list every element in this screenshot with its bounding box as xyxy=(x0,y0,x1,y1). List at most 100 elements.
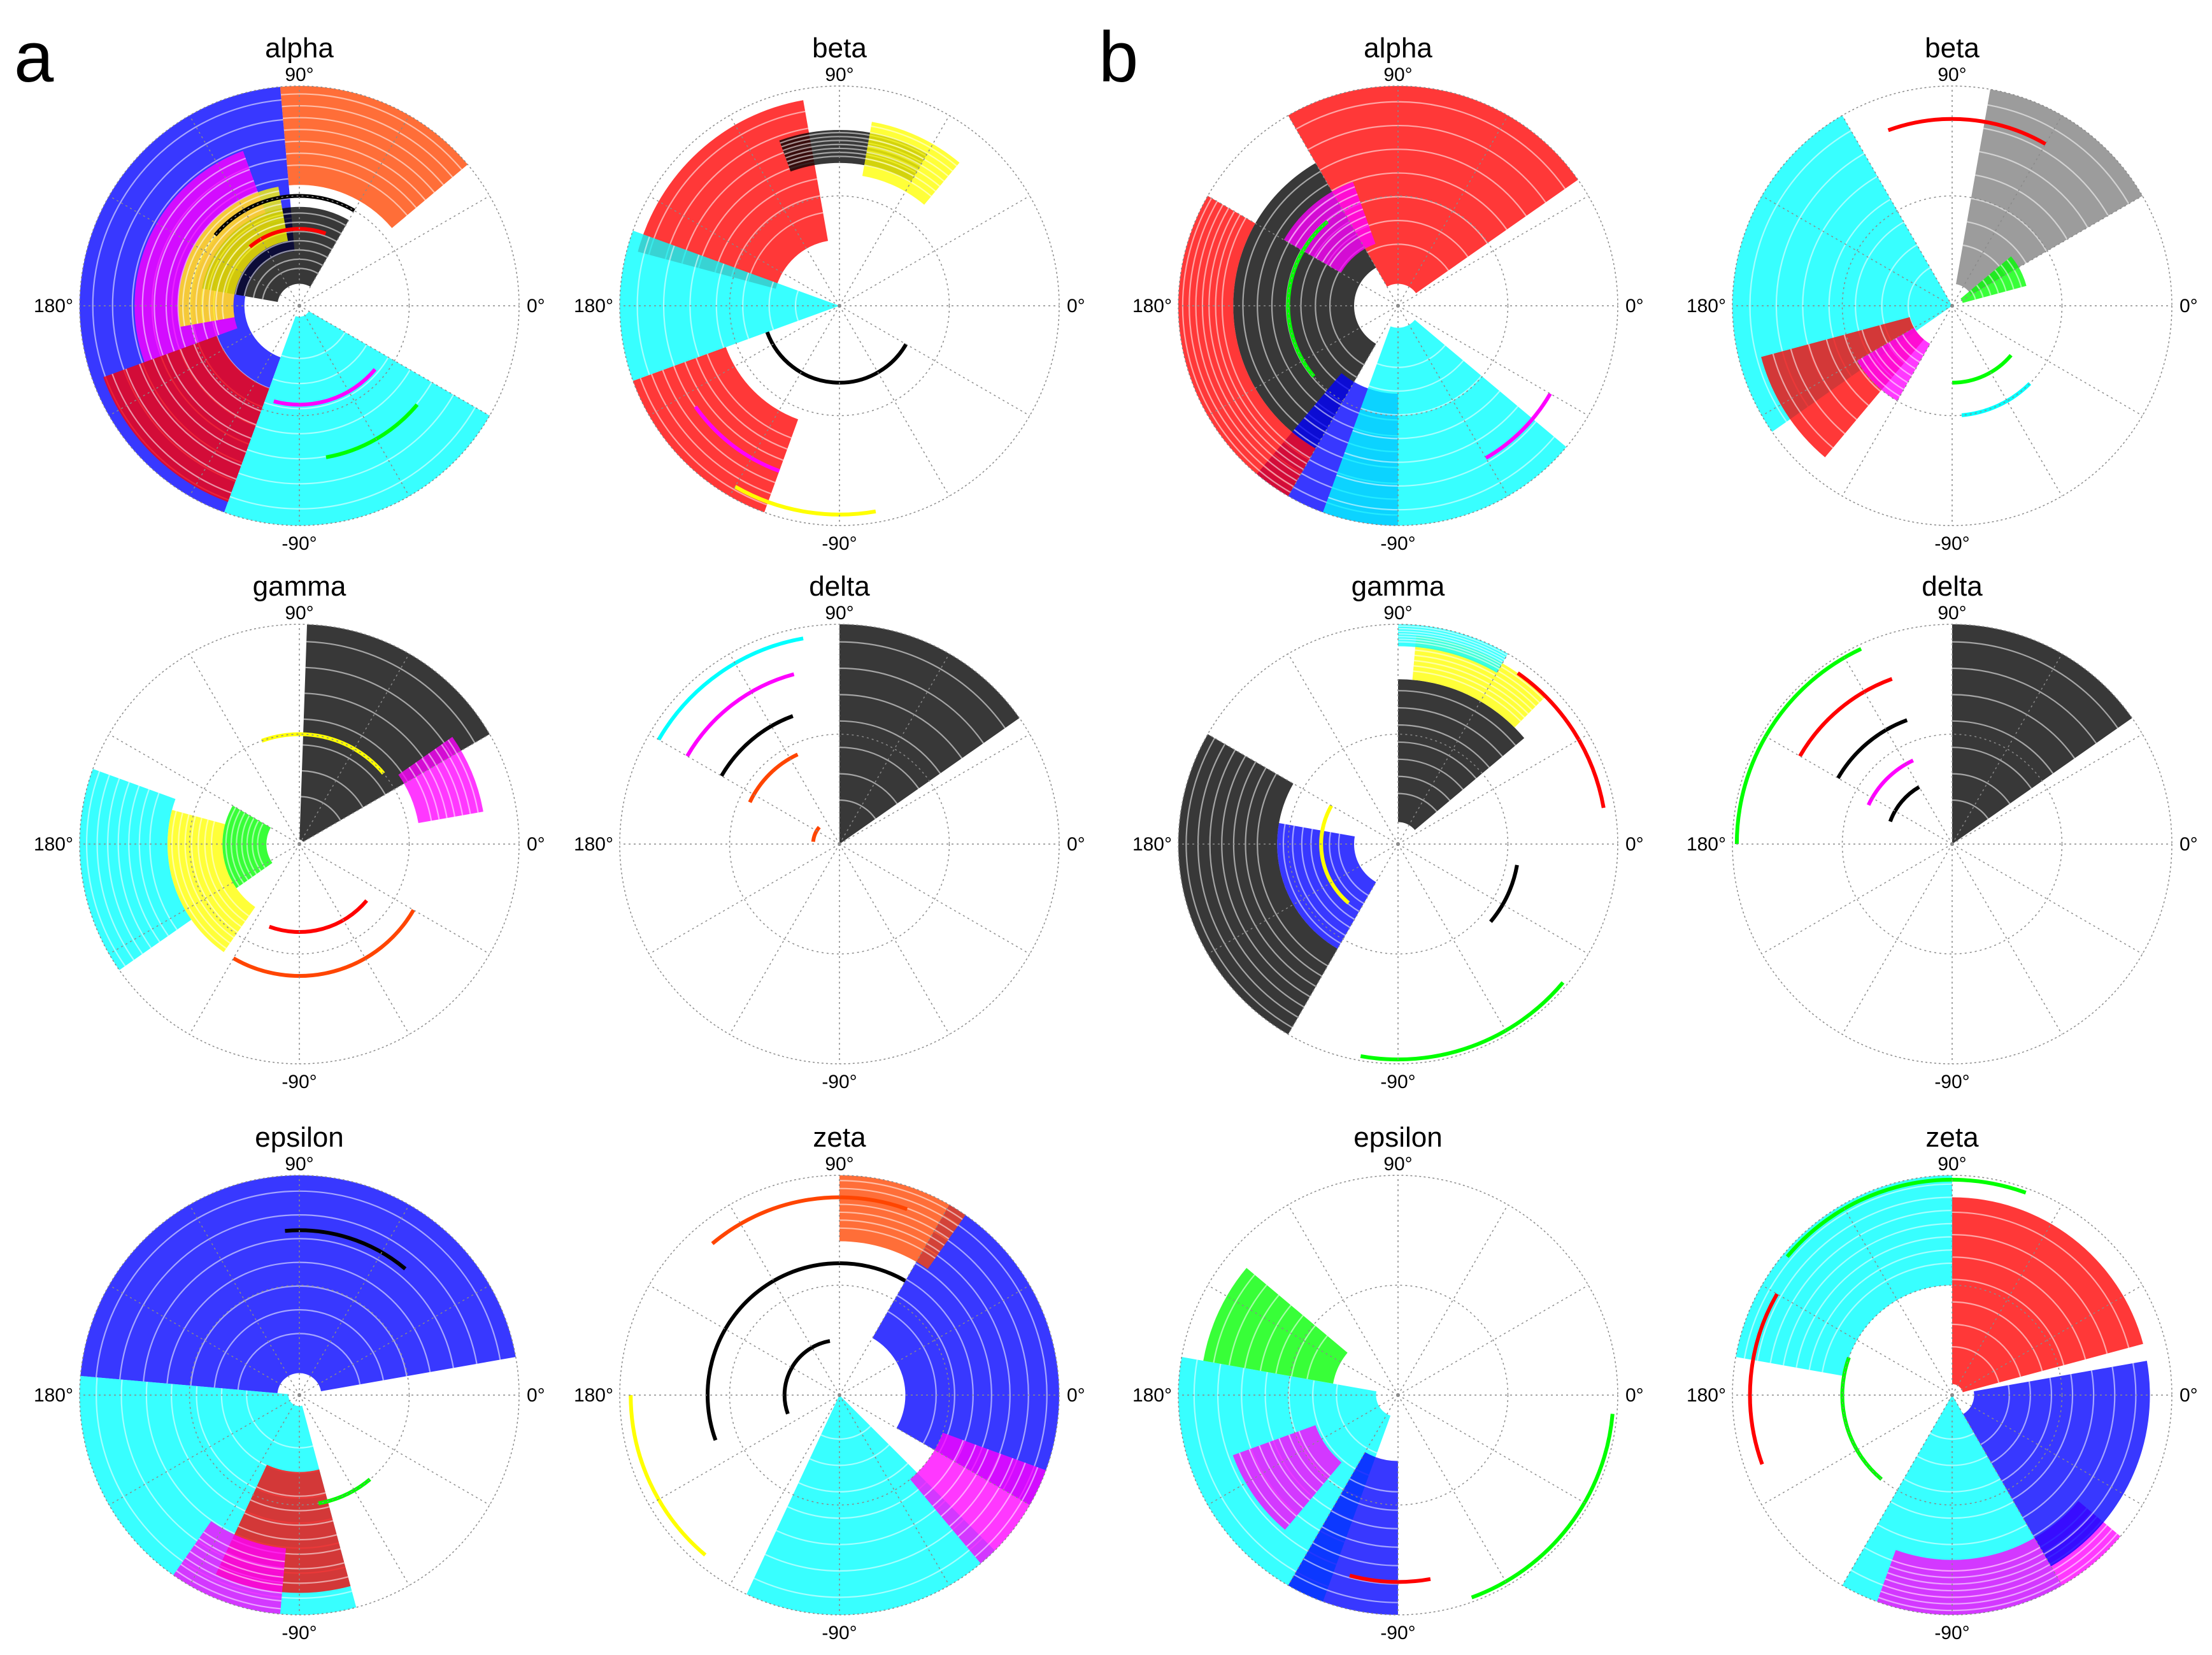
data-arc xyxy=(694,405,780,473)
grid-spoke xyxy=(729,1394,840,1586)
grid-spoke xyxy=(108,843,300,955)
grid-spoke xyxy=(839,653,950,845)
grid-spoke xyxy=(299,305,490,417)
angle-label-minus90: -90° xyxy=(822,533,857,554)
point-cloud-striation xyxy=(1808,1249,1953,1370)
point-cloud-striation xyxy=(1979,151,2088,228)
data-arc xyxy=(213,194,355,237)
angle-label-0: 0° xyxy=(1067,296,1085,317)
grid-circle-inner xyxy=(729,1284,950,1506)
point-cloud-striation xyxy=(1288,1434,1324,1485)
grid-spoke xyxy=(1287,305,1399,497)
point-cloud-striation xyxy=(1213,1274,1255,1363)
point-cloud-sector xyxy=(620,231,839,381)
point-cloud-striation xyxy=(262,268,318,300)
point-cloud-sector xyxy=(746,1395,995,1615)
point-cloud-striation xyxy=(915,1263,992,1472)
point-cloud-striation xyxy=(141,157,246,360)
point-cloud-striation xyxy=(203,1531,285,1563)
point-cloud-striation xyxy=(1228,1284,1267,1366)
grid-spoke xyxy=(108,1284,300,1396)
angle-label-180: 180° xyxy=(34,1385,73,1406)
point-cloud-striation xyxy=(1907,267,1931,332)
point-cloud-sector xyxy=(1736,1175,1952,1377)
point-cloud-striation xyxy=(839,1187,959,1227)
grid-spoke xyxy=(1287,1394,1399,1586)
point-cloud-striation xyxy=(1397,630,1505,661)
point-cloud-striation xyxy=(1319,148,1527,217)
point-cloud-striation xyxy=(1306,1335,1328,1380)
point-cloud-striation xyxy=(213,1309,384,1388)
point-cloud-striation xyxy=(189,1551,283,1586)
point-cloud-sector xyxy=(1398,679,1525,830)
point-cloud-striation xyxy=(839,720,941,774)
point-cloud-striation xyxy=(303,718,408,782)
point-cloud-striation xyxy=(1278,1438,1317,1493)
angle-label-180: 180° xyxy=(34,296,73,317)
point-cloud-striation xyxy=(1208,211,1304,470)
point-cloud-striation xyxy=(648,110,806,255)
grid-spoke xyxy=(299,115,410,306)
grid-circle-inner xyxy=(189,1284,410,1506)
point-cloud-striation xyxy=(96,1377,352,1599)
grid-spoke xyxy=(1207,733,1399,845)
point-cloud-striation xyxy=(257,822,266,869)
point-cloud-striation xyxy=(1988,274,1999,294)
point-cloud-striation xyxy=(252,820,262,871)
point-cloud-striation xyxy=(1397,625,1508,656)
grid-spoke xyxy=(648,195,840,306)
point-cloud-striation xyxy=(1328,436,1555,511)
point-cloud-striation xyxy=(85,771,126,967)
grid-circle-inner xyxy=(1287,1284,1509,1506)
grid-spoke xyxy=(299,653,410,845)
point-cloud-striation xyxy=(1331,1510,1399,1530)
angle-label-180: 180° xyxy=(34,834,73,855)
point-cloud-striation xyxy=(1970,289,1976,300)
angle-label-minus90: -90° xyxy=(282,533,317,554)
angle-label-90: 90° xyxy=(1937,603,1966,624)
grid-circle-inner xyxy=(189,195,410,417)
data-arc xyxy=(811,826,821,842)
point-cloud-striation xyxy=(1967,221,2027,264)
angle-label-90: 90° xyxy=(1937,64,1966,85)
grid-spoke xyxy=(1397,733,1589,845)
angle-label-90: 90° xyxy=(825,603,853,624)
grid-spoke xyxy=(1761,305,1953,417)
point-cloud-striation xyxy=(1295,101,1566,189)
angle-label-0: 0° xyxy=(1067,1385,1085,1406)
point-cloud-striation xyxy=(2022,1370,2095,1519)
grid-spoke xyxy=(1397,1394,1509,1586)
grid-spoke xyxy=(839,195,1031,306)
point-cloud-striation xyxy=(2006,259,2022,288)
angle-label-180: 180° xyxy=(1687,296,1726,317)
point-cloud-striation xyxy=(256,1486,326,1497)
point-cloud-striation xyxy=(152,359,246,453)
data-arc xyxy=(1748,1293,1779,1465)
plot-title: gamma xyxy=(1352,571,1445,602)
point-cloud-striation xyxy=(1825,339,1869,406)
point-cloud-striation xyxy=(202,210,283,323)
point-cloud-striation xyxy=(776,1500,946,1545)
point-cloud-striation xyxy=(1952,1323,2022,1377)
grid-spoke xyxy=(1841,653,1953,845)
grid-spoke xyxy=(1397,305,1589,417)
point-cloud-striation xyxy=(1952,641,2118,729)
point-cloud-sector xyxy=(1288,1452,1398,1615)
data-arc xyxy=(232,908,415,978)
point-cloud-striation xyxy=(839,747,920,789)
point-cloud-striation xyxy=(684,361,784,461)
point-cloud-sector xyxy=(80,1175,516,1393)
point-cloud-striation xyxy=(1843,334,1881,392)
point-cloud-striation xyxy=(2033,1366,2116,1537)
angle-label-90: 90° xyxy=(1937,1154,1966,1175)
point-cloud-striation xyxy=(434,749,464,816)
point-cloud-striation xyxy=(1322,223,1369,263)
point-cloud-striation xyxy=(974,1466,1039,1558)
data-arc xyxy=(782,1339,831,1415)
